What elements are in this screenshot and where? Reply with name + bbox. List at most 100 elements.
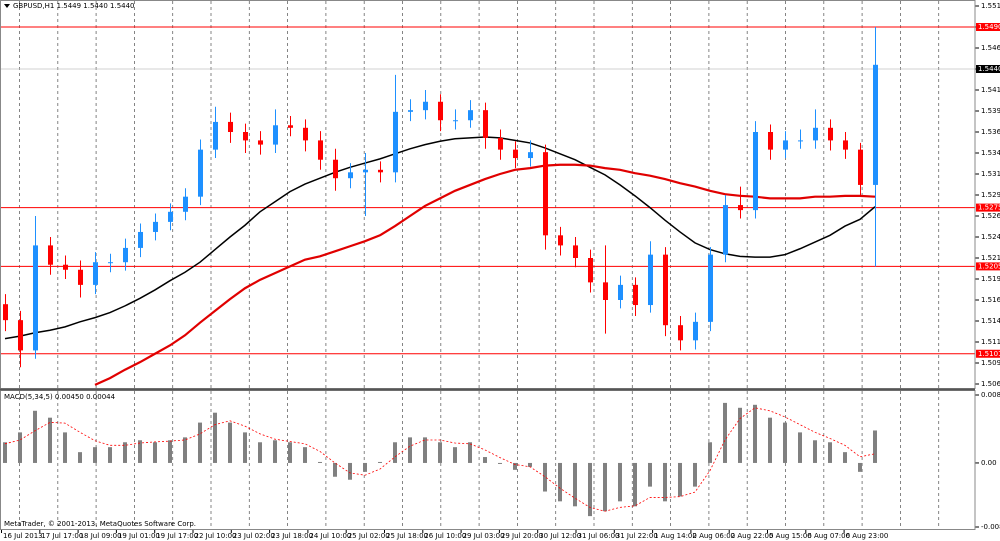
x-tick-label: 2 Aug 22:00: [731, 532, 774, 540]
candle-body: [663, 254, 668, 326]
macd-bar: [483, 457, 487, 463]
bid-label-box: [976, 65, 1000, 73]
candle-body: [108, 262, 113, 264]
macd-bar: [768, 417, 772, 463]
x-tick-label: 25 Jul 18:00: [386, 532, 428, 540]
y-tick-label: 1.5515: [981, 2, 1000, 10]
y-tick-label: 1.5165: [981, 296, 1000, 304]
level-label-box: [976, 349, 1000, 358]
candle-body: [153, 221, 158, 232]
y-tick-label: 1.5115: [981, 338, 1000, 346]
macd-bar: [288, 442, 292, 463]
candle-body: [438, 101, 443, 121]
macd-bar: [708, 442, 712, 463]
macd-bar: [93, 447, 97, 463]
candle-body: [798, 140, 803, 142]
macd-bar: [573, 462, 577, 507]
level-label-box: [976, 203, 1000, 212]
macd-bar: [183, 437, 187, 463]
level-label: 1.5490: [978, 23, 1000, 31]
macd-bar: [258, 442, 262, 463]
candle-body: [198, 149, 203, 197]
x-tick-label: 2 Aug 06:00: [692, 532, 735, 540]
macd-y-tick-label: 0.00: [981, 459, 997, 467]
candle-body: [873, 64, 878, 185]
macd-bar: [168, 440, 172, 463]
candle-body: [693, 321, 698, 341]
indicator-title: MACD(5,34,5) 0.00450 0.00044: [4, 393, 116, 401]
candle-body: [18, 320, 23, 351]
candle-body: [408, 110, 413, 112]
candle-body: [93, 262, 98, 285]
macd-bar: [798, 432, 802, 463]
macd-bar: [63, 432, 67, 463]
macd-bar: [468, 442, 472, 463]
level-label: 1.5205: [978, 262, 1000, 270]
x-tick-label: 26 Jul 10:00: [424, 532, 466, 540]
y-tick-label: 1.5190: [981, 275, 1000, 283]
macd-bar: [873, 430, 877, 463]
y-tick-label: 1.5390: [981, 107, 1000, 115]
moving-average: [94, 163, 876, 386]
candle-body: [3, 304, 8, 321]
macd-y-tick-label: -0.00836: [981, 523, 1000, 531]
y-tick-label: 1.5065: [981, 380, 1000, 388]
macd-bar: [558, 462, 562, 502]
x-tick-label: 18 Jul 09:00: [80, 532, 122, 540]
price-panel: [0, 26, 975, 386]
macd-signal: [4, 407, 876, 512]
macd-bar: [78, 452, 82, 463]
candle-body: [678, 325, 683, 341]
macd-bar: [618, 462, 622, 502]
candle-body: [348, 172, 353, 179]
candle-body: [258, 140, 263, 145]
x-tick-label: 6 Aug 07:00: [807, 532, 850, 540]
candle-body: [123, 247, 128, 263]
candle-body: [843, 140, 848, 150]
y-tick-label: 1.5365: [981, 128, 1000, 136]
candle-body: [648, 254, 653, 306]
candle-body: [483, 110, 488, 138]
macd-bar: [213, 412, 217, 463]
macd-bar: [663, 462, 667, 502]
macd-bar: [408, 437, 412, 463]
macd-bar: [393, 442, 397, 463]
candle-body: [588, 258, 593, 283]
macd-bar: [528, 462, 532, 467]
macd-y-tick-label: 0.00887: [981, 391, 1000, 399]
y-tick-label: 1.5290: [981, 191, 1000, 199]
macd-bar: [858, 462, 862, 472]
candle-body: [333, 159, 338, 179]
candle-body: [48, 245, 53, 265]
y-tick-label: 1.5340: [981, 149, 1000, 157]
candle-body: [63, 264, 68, 270]
macd-panel: [3, 402, 877, 517]
x-tick-label: 5 Aug 15:00: [769, 532, 812, 540]
macd-bar: [453, 447, 457, 463]
macd-bar: [633, 462, 637, 507]
macd-bar: [753, 404, 757, 463]
bid-label: 1.5440: [978, 65, 1000, 73]
macd-bar: [18, 432, 22, 463]
candle-body: [378, 169, 383, 173]
candle-body: [708, 254, 713, 322]
candle-body: [828, 127, 833, 141]
macd-bar: [783, 422, 787, 463]
candle-body: [273, 125, 278, 145]
x-tick-label: 31 Jul 22:00: [616, 532, 658, 540]
candle-body: [243, 132, 248, 141]
macd-bar: [138, 440, 142, 463]
macd-bar: [738, 407, 742, 463]
candle-body: [363, 169, 368, 173]
x-tick-label: 30 Jul 12:00: [539, 532, 581, 540]
candle-body: [138, 231, 143, 248]
macd-bar: [438, 442, 442, 463]
macd-bar: [723, 402, 727, 463]
candle-body: [453, 120, 458, 122]
candle-body: [618, 284, 623, 300]
candle-body: [318, 140, 323, 160]
